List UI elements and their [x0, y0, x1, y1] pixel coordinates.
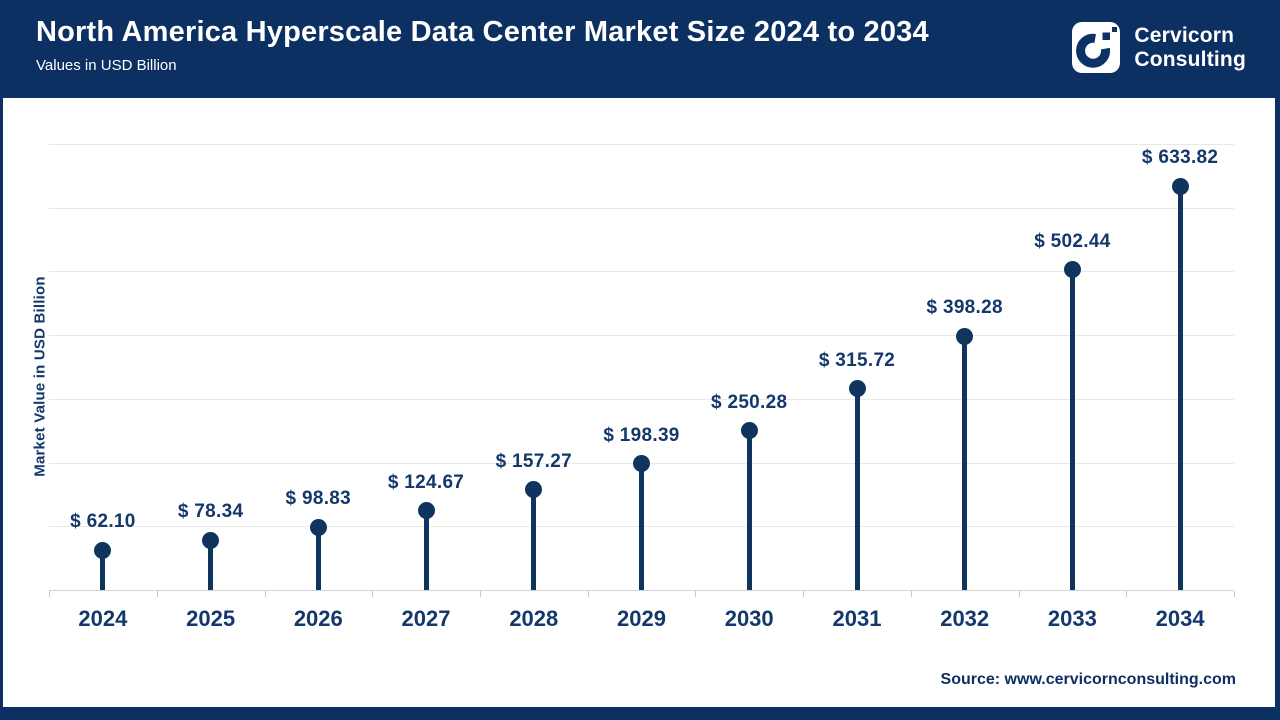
lollipop-marker [94, 541, 112, 559]
lollipop-stem [423, 510, 429, 590]
lollipop-stem [1069, 269, 1075, 590]
lollipop-stem [315, 527, 321, 590]
value-label: $ 198.39 [603, 424, 680, 446]
x-axis-tick [264, 591, 266, 597]
value-label: $ 78.34 [177, 501, 244, 523]
brand-logo-badge [1072, 22, 1121, 73]
lollipop-marker [525, 481, 543, 499]
brand-logo: Cervicorn Consulting [1072, 22, 1246, 73]
lollipop-marker [309, 518, 327, 536]
x-axis-tick [695, 591, 697, 597]
lollipop-marker [1171, 177, 1189, 195]
lollipop-marker [417, 502, 435, 520]
x-tick-label: 2033 [1047, 606, 1097, 631]
value-label: $ 502.44 [1034, 230, 1111, 252]
value-label: $ 98.83 [285, 488, 352, 509]
lollipop-stem [531, 489, 537, 590]
lollipop-stem [639, 463, 644, 590]
gridline [49, 207, 1234, 209]
lollipop-marker [1063, 261, 1081, 279]
x-tick-label: 2027 [401, 606, 451, 631]
value-label: $ 62.10 [70, 511, 136, 533]
gridline [49, 335, 1234, 337]
x-axis-tick [49, 591, 50, 597]
x-tick-label: 2034 [1155, 606, 1205, 631]
x-tick-label: 2030 [724, 606, 774, 631]
value-label: $ 398.28 [926, 297, 1003, 319]
x-axis-tick [1126, 591, 1128, 597]
cervicorn-c-icon [1076, 26, 1118, 68]
footer-bar [0, 707, 1280, 720]
lollipop-stem [100, 550, 106, 590]
value-label: $ 633.82 [1141, 147, 1219, 169]
x-tick-label: 2032 [940, 606, 990, 631]
gridline [49, 398, 1234, 400]
x-tick-label: 2029 [617, 606, 666, 631]
value-label: $ 250.28 [711, 391, 788, 413]
frame-border-left [0, 98, 3, 720]
x-axis-tick [156, 591, 158, 597]
header: North America Hyperscale Data Center Mar… [0, 0, 1280, 98]
x-tick-label: 2026 [293, 606, 343, 631]
chart-subtitle: Values in USD Billion [36, 56, 177, 74]
gridline [49, 144, 1234, 145]
x-axis-tick [803, 591, 805, 597]
lollipop-marker [633, 455, 650, 473]
lollipop-stem [746, 430, 752, 590]
x-axis-tick [1234, 591, 1235, 597]
brand-name-line2: Consulting [1134, 47, 1246, 71]
value-label: $ 157.27 [495, 450, 572, 472]
gridline [49, 271, 1234, 273]
brand-logo-text: Cervicorn Consulting [1134, 24, 1246, 72]
x-tick-label: 2028 [509, 606, 559, 631]
frame-border-right [1275, 98, 1280, 720]
x-axis-tick [372, 591, 374, 597]
y-axis-title: Market Value in USD Billion [31, 276, 49, 477]
value-label: $ 124.67 [387, 471, 465, 493]
lollipop-stem [1177, 186, 1183, 590]
brand-name-line1: Cervicorn [1134, 23, 1235, 47]
x-axis-tick [910, 591, 912, 597]
source-note: Source: www.cervicornconsulting.com [940, 671, 1236, 688]
chart-title: North America Hyperscale Data Center Mar… [36, 16, 929, 48]
x-axis-tick [479, 591, 481, 597]
lollipop-marker [740, 422, 758, 439]
x-axis-tick [1018, 591, 1020, 597]
lollipop-stem [208, 540, 214, 590]
x-tick-label: 2024 [78, 606, 128, 631]
lollipop-stem [854, 388, 860, 590]
x-tick-label: 2025 [186, 606, 236, 631]
x-axis-line [49, 590, 1234, 591]
value-label: $ 315.72 [818, 349, 896, 371]
lollipop-marker [202, 531, 220, 549]
x-tick-label: 2031 [832, 606, 882, 631]
lollipop-marker [848, 380, 866, 398]
header-titles: North America Hyperscale Data Center Mar… [36, 16, 929, 74]
lollipop-stem [962, 336, 968, 590]
x-axis-tick [587, 591, 589, 597]
lollipop-marker [956, 327, 974, 345]
plot-area: $ 62.10 2024 $ 78.34 2025 $ 98.83 2026 $ 124.6… [49, 144, 1235, 631]
